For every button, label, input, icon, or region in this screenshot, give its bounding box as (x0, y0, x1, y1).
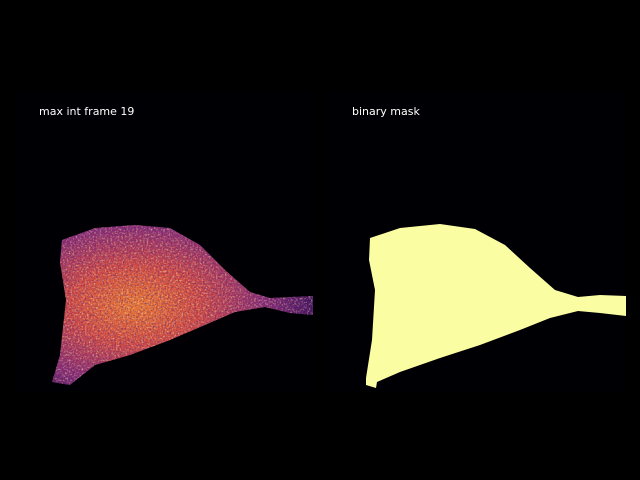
mask-region (366, 224, 626, 388)
cell-dark-noise (52, 225, 313, 385)
panel-title: binary mask (352, 105, 420, 118)
panel-title: max int frame 19 (39, 105, 134, 118)
right-panel: binary mask (327, 92, 626, 391)
left-panel: max int frame 19 (14, 92, 313, 391)
